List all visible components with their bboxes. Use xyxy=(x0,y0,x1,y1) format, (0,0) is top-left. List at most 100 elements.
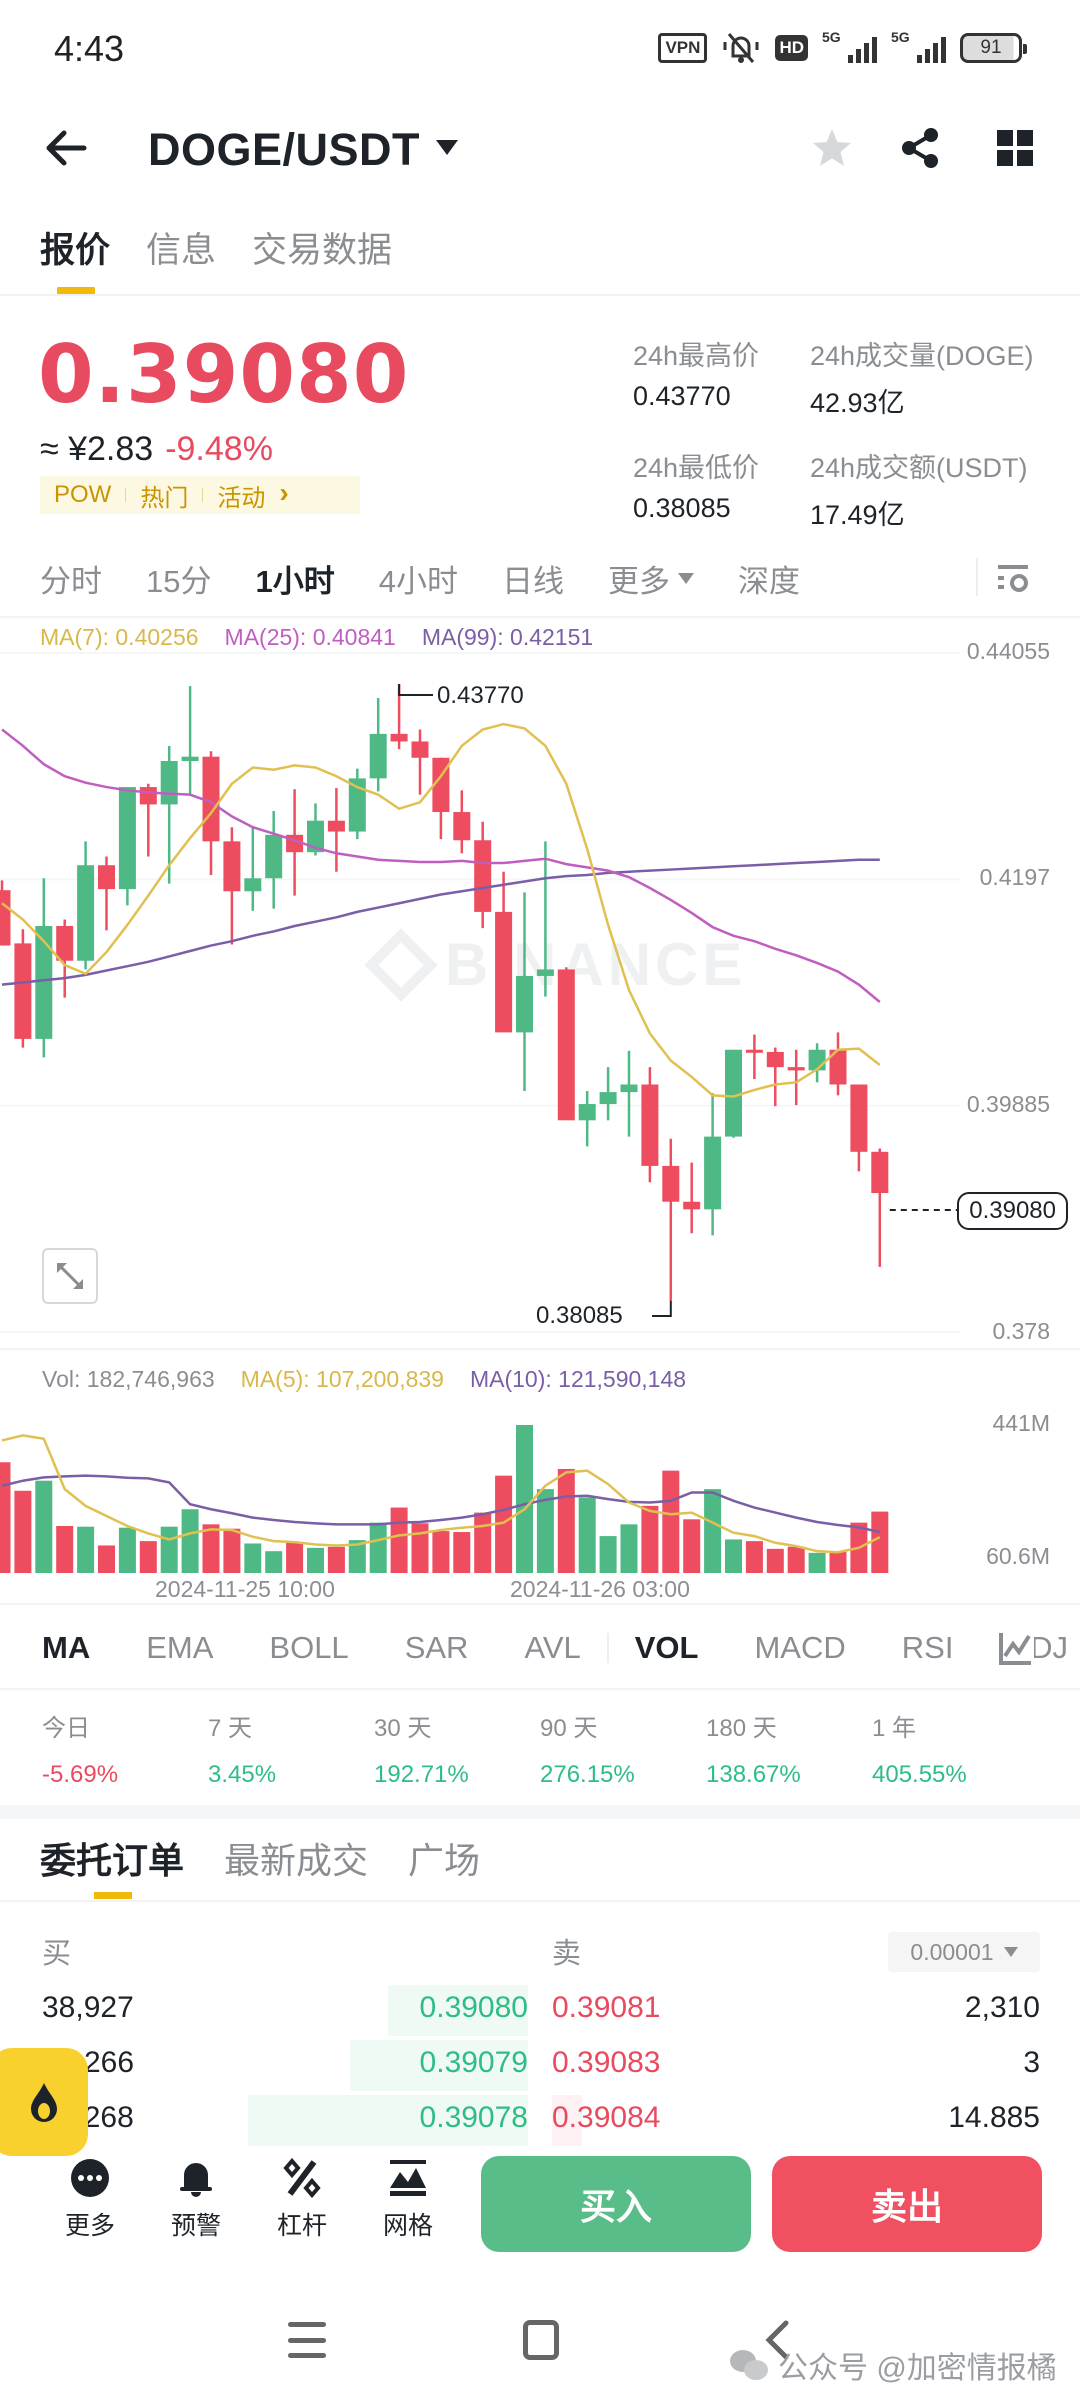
network-type-label-2: 5G xyxy=(891,29,910,45)
indicator-tabs: MA EMA BOLL SAR AVL VOL MACD RSI KDJ xyxy=(42,1630,1080,1666)
y-axis-tick: 0.44055 xyxy=(966,638,1050,664)
network-type-label: 5G xyxy=(822,29,841,45)
ma25-legend: MA(25): 0.40841 xyxy=(224,624,396,650)
recent-apps-button[interactable] xyxy=(288,2322,326,2358)
flame-icon xyxy=(31,2083,57,2122)
ask-qty: 2,310 xyxy=(964,1991,1040,2024)
tab-quote[interactable]: 报价 xyxy=(40,231,111,270)
divider xyxy=(0,1348,1080,1350)
buy-button[interactable]: 买入 xyxy=(481,2156,751,2252)
tag-bar[interactable]: POW 热门 活动 › xyxy=(40,476,360,514)
nav-back-icon[interactable] xyxy=(764,2320,790,2360)
tag-hot[interactable]: 热门 xyxy=(140,484,189,512)
low-label: 24h最低价 xyxy=(633,453,760,483)
precision-dropdown[interactable]: 0.00001 xyxy=(888,1932,1040,1972)
footer-watermark: 公众号 @加密情报橘 xyxy=(730,2343,1057,2387)
home-button[interactable] xyxy=(523,2320,559,2360)
battery-icon: 91 xyxy=(960,33,1027,63)
tag-pow[interactable]: POW xyxy=(54,481,112,508)
action-label: 杠杆 xyxy=(276,2212,327,2240)
tab-square[interactable]: 广场 xyxy=(408,1840,481,1881)
tf-1d[interactable]: 日线 xyxy=(501,564,564,599)
ind-avl[interactable]: AVL xyxy=(524,1630,581,1665)
share-icon[interactable] xyxy=(898,126,942,170)
vol-value: Vol: 182,746,963 xyxy=(42,1366,215,1392)
tab-trading-data[interactable]: 交易数据 xyxy=(252,231,393,270)
action-more[interactable]: 更多 xyxy=(62,2158,118,2242)
period-90d: 90 天 276.15% xyxy=(540,1708,706,1789)
status-icons: VPN HD 5G 5G 91 xyxy=(658,29,1027,66)
price-sub: ≈ ¥2.83 -9.48% xyxy=(40,430,273,469)
fullscreen-button[interactable] xyxy=(42,1248,98,1304)
volume-chart[interactable] xyxy=(0,1400,1080,1576)
period-label: 30 天 xyxy=(374,1715,432,1742)
action-grid[interactable]: 网格 xyxy=(380,2158,436,2242)
bid-price: 0.39079 xyxy=(419,2046,528,2079)
ind-vol[interactable]: VOL xyxy=(634,1630,699,1665)
x-axis-date: 2024-11-26 03:00 xyxy=(510,1576,690,1602)
pair-selector[interactable]: DOGE/USDT xyxy=(148,124,459,176)
bid-depth-bar xyxy=(388,1985,528,2036)
ind-macd[interactable]: MACD xyxy=(754,1630,846,1665)
grid-menu-icon[interactable] xyxy=(993,126,1037,170)
timeframe-tabs: 分时 15分 1小时 4小时 日线 更多 深度 xyxy=(40,556,844,601)
period-value: 3.45% xyxy=(208,1761,277,1788)
tag-activity[interactable]: 活动 xyxy=(217,484,266,512)
chart-settings-icon[interactable] xyxy=(996,562,1030,594)
floating-action-button[interactable] xyxy=(0,2048,88,2156)
orderbook-row[interactable]: 38,927 0.39080 0.39081 2,310 xyxy=(0,1983,1080,2038)
tf-15m[interactable]: 15分 xyxy=(146,564,212,599)
wechat-icon xyxy=(730,2350,770,2380)
ind-rsi[interactable]: RSI xyxy=(901,1630,954,1665)
ind-ma[interactable]: MA xyxy=(42,1630,91,1665)
star-icon[interactable] xyxy=(810,126,854,170)
sell-button[interactable]: 卖出 xyxy=(772,2156,1042,2252)
caret-down-icon xyxy=(436,139,459,155)
low-annotation: 0.38085 xyxy=(536,1302,623,1329)
period-label: 90 天 xyxy=(540,1715,598,1742)
tab-order-book[interactable]: 委托订单 xyxy=(40,1840,185,1881)
more-icon xyxy=(71,2159,109,2197)
tf-line[interactable]: 分时 xyxy=(40,564,102,599)
tf-1h[interactable]: 1小时 xyxy=(255,564,335,599)
ind-sar[interactable]: SAR xyxy=(404,1630,469,1665)
action-label: 网格 xyxy=(382,2212,433,2240)
orderbook-row[interactable]: 266 0.39079 0.39083 3 xyxy=(0,2038,1080,2093)
action-label: 预警 xyxy=(170,2212,221,2240)
tf-more[interactable]: 更多 xyxy=(608,556,694,601)
tf-4h[interactable]: 4小时 xyxy=(378,564,458,599)
y-axis-tick: 0.4197 xyxy=(979,864,1050,890)
bid-qty: 266 xyxy=(84,2046,135,2079)
ask-qty: 3 xyxy=(1023,2046,1040,2079)
ind-boll[interactable]: BOLL xyxy=(269,1630,349,1665)
action-alert[interactable]: 预警 xyxy=(168,2158,224,2242)
bid-price: 0.39078 xyxy=(419,2101,528,2134)
low-value: 0.38085 xyxy=(633,493,731,523)
ask-price: 0.39084 xyxy=(552,2101,661,2134)
period-value: 276.15% xyxy=(540,1761,635,1788)
ask-price: 0.39083 xyxy=(552,2046,661,2079)
last-price: 0.39080 xyxy=(38,328,410,421)
back-arrow-icon[interactable] xyxy=(44,128,88,168)
volume-legend: Vol: 182,746,963 MA(5): 107,200,839 MA(1… xyxy=(42,1366,686,1393)
period-1y: 1 年 405.55% xyxy=(872,1708,1038,1789)
tf-depth[interactable]: 深度 xyxy=(737,564,800,599)
bid-depth-bar xyxy=(248,2095,528,2146)
last-price-tag: 0.39080 xyxy=(957,1192,1068,1230)
active-tab-indicator xyxy=(94,1892,132,1899)
tab-latest-trades[interactable]: 最新成交 xyxy=(224,1840,369,1881)
ma-legend: MA(7): 0.40256 MA(25): 0.40841 MA(99): 0… xyxy=(40,624,593,651)
indicator-settings-icon[interactable] xyxy=(998,1630,1034,1666)
vpn-icon: VPN xyxy=(658,33,708,63)
action-leverage[interactable]: 杠杆 xyxy=(274,2158,330,2242)
candlestick-chart[interactable] xyxy=(0,618,1080,1348)
ind-ema[interactable]: EMA xyxy=(146,1630,214,1665)
vol-ma10: MA(10): 121,590,148 xyxy=(469,1366,687,1392)
status-time: 4:43 xyxy=(54,28,125,69)
period-30d: 30 天 192.71% xyxy=(374,1708,540,1789)
5g-signal-icon-2: 5G xyxy=(891,29,946,63)
tab-info[interactable]: 信息 xyxy=(146,231,217,270)
orderbook-row[interactable]: 30.268 0.39078 0.39084 14.885 xyxy=(0,2093,1080,2148)
period-value: 192.71% xyxy=(374,1761,469,1788)
binance-watermark: BINANCE xyxy=(364,927,746,1002)
